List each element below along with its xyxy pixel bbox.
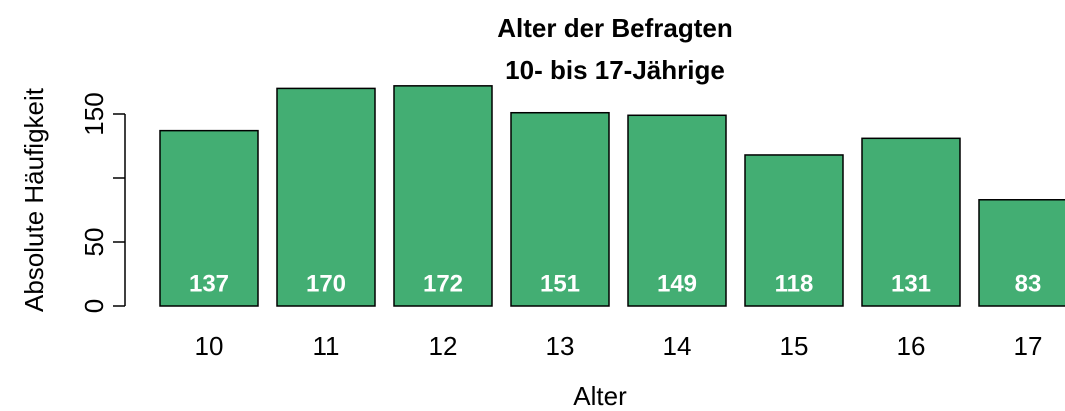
value-label: 172 (423, 270, 463, 297)
y-tick-label: 50 (79, 228, 109, 257)
x-tick-label: 10 (195, 331, 224, 361)
bar (159, 129, 259, 307)
bar (510, 111, 610, 307)
value-label: 118 (775, 270, 814, 297)
x-tick-label: 11 (313, 331, 340, 361)
x-tick-label: 13 (546, 331, 575, 361)
value-label: 149 (657, 270, 697, 297)
value-label: 151 (540, 270, 580, 297)
value-label: 83 (1015, 270, 1042, 297)
x-tick-label: 14 (663, 331, 692, 361)
bar (393, 85, 493, 307)
bar (276, 87, 376, 307)
x-tick-label: 15 (780, 331, 809, 361)
y-axis-label: Absolute Häufigkeit (19, 87, 49, 312)
x-tick-label: 16 (897, 331, 926, 361)
x-tick-label: 17 (1014, 331, 1043, 361)
value-label: 131 (891, 270, 931, 297)
y-tick-label: 150 (79, 92, 109, 135)
bar (978, 199, 1065, 307)
value-label: 170 (306, 270, 346, 297)
chart-subtitle: 10- bis 17-Jährige (505, 55, 725, 85)
x-tick-label: 12 (429, 331, 458, 361)
x-axis-label: Alter (573, 381, 627, 411)
bar (627, 114, 727, 307)
bar (744, 154, 844, 307)
bar (861, 137, 961, 307)
chart-title: Alter der Befragten (497, 13, 733, 43)
y-tick-label: 0 (79, 299, 109, 313)
value-label: 137 (189, 270, 229, 297)
